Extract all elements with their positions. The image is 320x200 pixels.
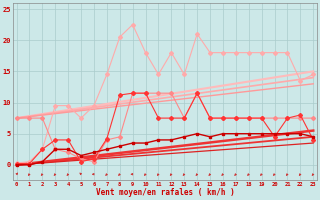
X-axis label: Vent moyen/en rafales ( km/h ): Vent moyen/en rafales ( km/h ) xyxy=(96,188,234,197)
